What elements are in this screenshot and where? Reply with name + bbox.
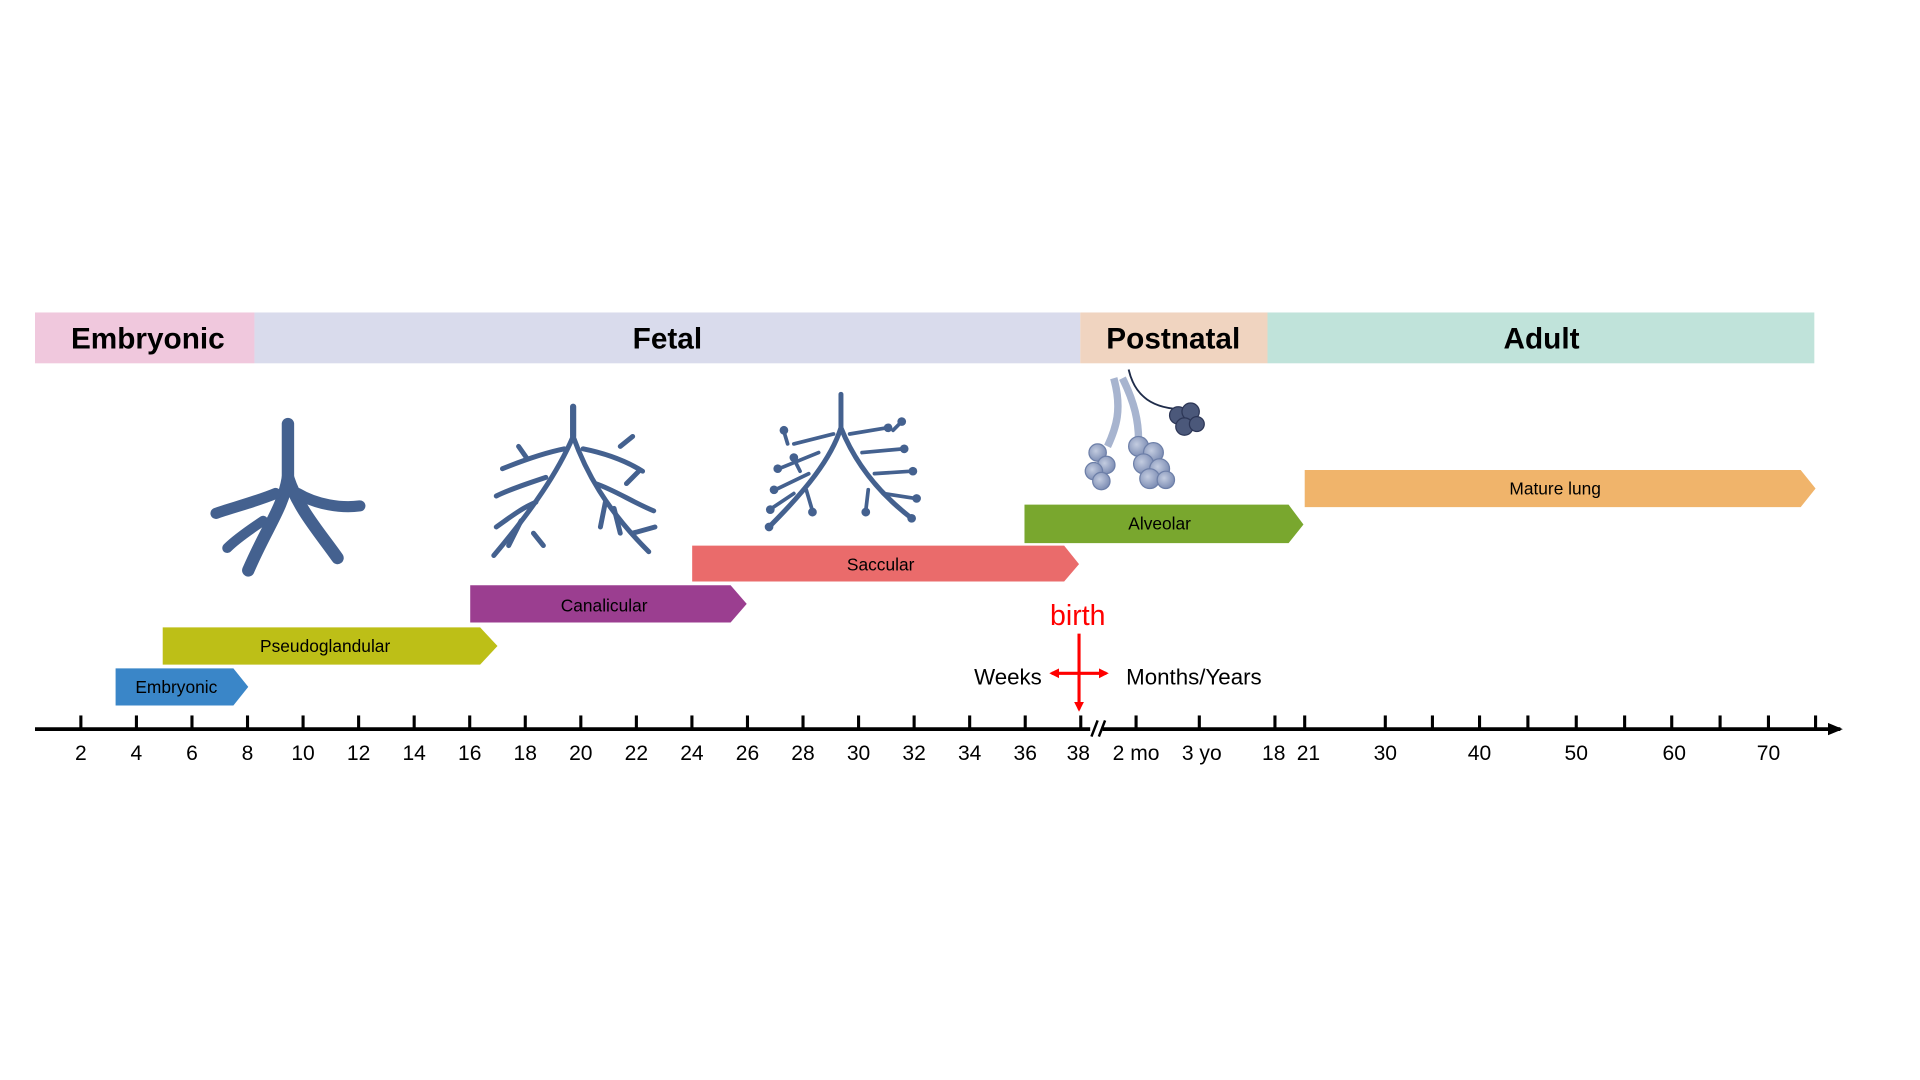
stage-label-pseudoglandular: Pseudoglandular xyxy=(260,636,390,656)
pseudoglandular-lung-icon xyxy=(210,417,366,577)
birth-marker: birth Weeks Months/Years xyxy=(974,600,1262,712)
axis-label-week-12: 12 xyxy=(347,742,370,765)
stage-bar-embryonic xyxy=(115,668,249,706)
stage-bar-saccular xyxy=(692,545,1080,582)
stage-label-saccular: Saccular xyxy=(847,554,915,574)
axis-label-week-10: 10 xyxy=(291,742,314,765)
axis-label-week-24: 24 xyxy=(680,742,704,765)
time-axis: 2 4 6 8 10 12 14 16 18 20 22 24 26 28 30 32 34 36 38 2 mo 3 … xyxy=(34,715,1843,765)
phase-band-adult xyxy=(1267,312,1815,364)
axis-label-week-20: 20 xyxy=(569,742,592,765)
phase-band-fetal xyxy=(254,312,1081,364)
axis-label-week-6: 6 xyxy=(186,742,198,765)
phase-label-postnatal: Postnatal xyxy=(1106,322,1240,355)
phase-label-adult: Adult xyxy=(1504,322,1580,355)
phase-band-postnatal xyxy=(1080,312,1268,364)
axis-label-postnatal-21: 21 xyxy=(1297,742,1320,765)
axis-label-postnatal-18: 18 xyxy=(1262,742,1285,765)
stage-bars: Embryonic Pseudoglandular Canalicular Sa… xyxy=(115,469,1816,706)
stage-bar-alveolar xyxy=(1024,504,1304,544)
axis-label-week-4: 4 xyxy=(131,742,143,765)
alveolar-lung-icon xyxy=(1084,369,1205,491)
axis-label-week-32: 32 xyxy=(902,742,925,765)
axis-label-week-30: 30 xyxy=(847,742,870,765)
axis-label-week-38: 38 xyxy=(1067,742,1090,765)
axis-label-postnatal-2-mo: 2 mo xyxy=(1113,742,1160,765)
stage-bar-canalicular xyxy=(470,585,747,623)
axis-label-week-22: 22 xyxy=(625,742,648,765)
stage-label-alveolar: Alveolar xyxy=(1128,513,1191,533)
axis-label-week-16: 16 xyxy=(458,742,481,765)
stage-label-mature-lung: Mature lung xyxy=(1509,479,1601,499)
axis-label-postnatal-50: 50 xyxy=(1565,742,1588,765)
axis-label-week-8: 8 xyxy=(242,742,254,765)
canalicular-lung-icon xyxy=(491,403,658,558)
axis-label-postnatal-3-yo: 3 yo xyxy=(1182,742,1222,765)
axis-label-week-36: 36 xyxy=(1014,742,1037,765)
saccular-lung-icon xyxy=(764,391,921,532)
phase-band-embryonic xyxy=(34,312,255,364)
axis-label-week-18: 18 xyxy=(514,742,537,765)
axis-label-postnatal-40: 40 xyxy=(1468,742,1491,765)
axis-break-icon xyxy=(1090,719,1107,737)
axis-label-postnatal-60: 60 xyxy=(1662,742,1685,765)
axis-label-week-28: 28 xyxy=(791,742,814,765)
phase-label-fetal: Fetal xyxy=(633,322,702,355)
stage-label-canalicular: Canalicular xyxy=(561,595,648,615)
weeks-label: Weeks xyxy=(974,664,1042,689)
stage-label-embryonic: Embryonic xyxy=(135,677,217,697)
axis-label-week-2: 2 xyxy=(75,742,87,765)
stage-bar-mature-lung xyxy=(1304,469,1816,508)
axis-label-postnatal-70: 70 xyxy=(1757,742,1780,765)
axis-label-week-26: 26 xyxy=(736,742,759,765)
axis-label-week-34: 34 xyxy=(958,742,982,765)
stage-bar-pseudoglandular xyxy=(162,627,498,665)
phase-header: Embryonic Fetal Postnatal Adult xyxy=(34,312,1815,364)
axis-label-postnatal-30: 30 xyxy=(1374,742,1397,765)
birth-label: birth xyxy=(1050,600,1105,632)
phase-label-embryonic: Embryonic xyxy=(71,322,225,355)
axis-label-week-14: 14 xyxy=(402,742,426,765)
months-years-label: Months/Years xyxy=(1126,664,1262,689)
